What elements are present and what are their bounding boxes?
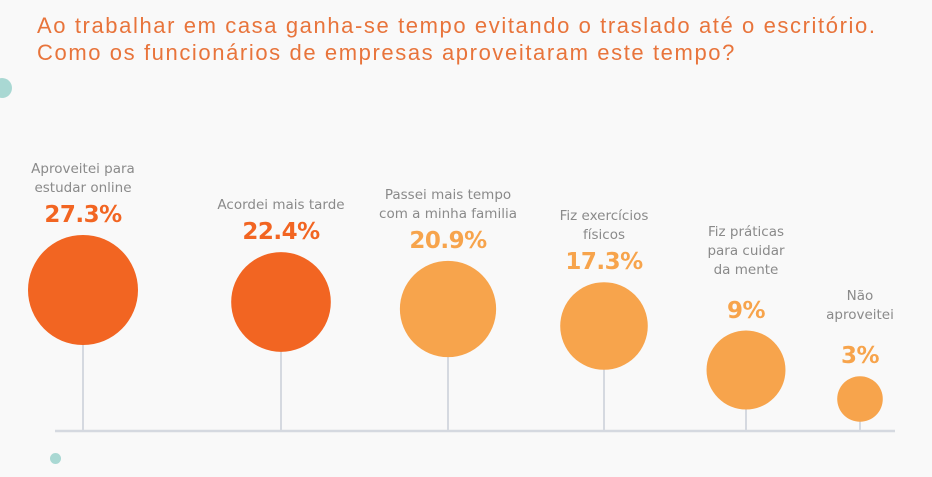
category-label-line: aproveitei <box>826 307 894 324</box>
category-label-line: com a minha familia <box>379 205 517 222</box>
bubble-3 <box>560 282 648 370</box>
value-label: 27.3% <box>44 202 122 228</box>
category-label-line: Passei mais tempo <box>384 186 512 203</box>
chart-title: Ao trabalhar em casa ganha-se tempo evit… <box>37 13 877 65</box>
category-label-line: para cuidar <box>707 242 785 259</box>
category-label-line: da mente <box>713 261 779 278</box>
bubble-0 <box>28 235 138 345</box>
value-label: 20.9% <box>409 227 487 254</box>
category-label-line: Fiz exercícios <box>559 208 649 225</box>
value-label: 22.4% <box>242 219 320 246</box>
bubble-4 <box>706 330 786 410</box>
category-label-line: Fiz práticas <box>707 223 785 240</box>
category-label-line: Acordei mais tarde <box>217 197 345 214</box>
category-label: Passei mais tempo com a minha familia <box>379 186 517 224</box>
category-label: Aproveitei para estudar online <box>31 160 135 198</box>
category-label-line: físicos <box>582 227 626 244</box>
category-label: Não aproveitei <box>826 287 894 325</box>
value-label: 9% <box>726 297 766 324</box>
category-label-line: estudar online <box>34 180 132 196</box>
bubble-5 <box>837 376 883 422</box>
bubble-2 <box>399 260 497 358</box>
category-label: Fiz práticas para cuidar da mente <box>707 223 784 280</box>
value-label: 17.3% <box>565 249 643 276</box>
category-label: Fiz exercícios físicos <box>560 207 649 245</box>
bubble-1 <box>231 252 331 352</box>
category-label-line: Não <box>846 288 874 305</box>
category-label-line: Aproveitei para <box>31 161 135 177</box>
decorative-dot-top <box>0 78 12 98</box>
value-label: 3% <box>840 343 880 370</box>
decorative-dot-bottom <box>50 453 61 464</box>
category-label: Acordei mais tarde <box>217 196 344 215</box>
